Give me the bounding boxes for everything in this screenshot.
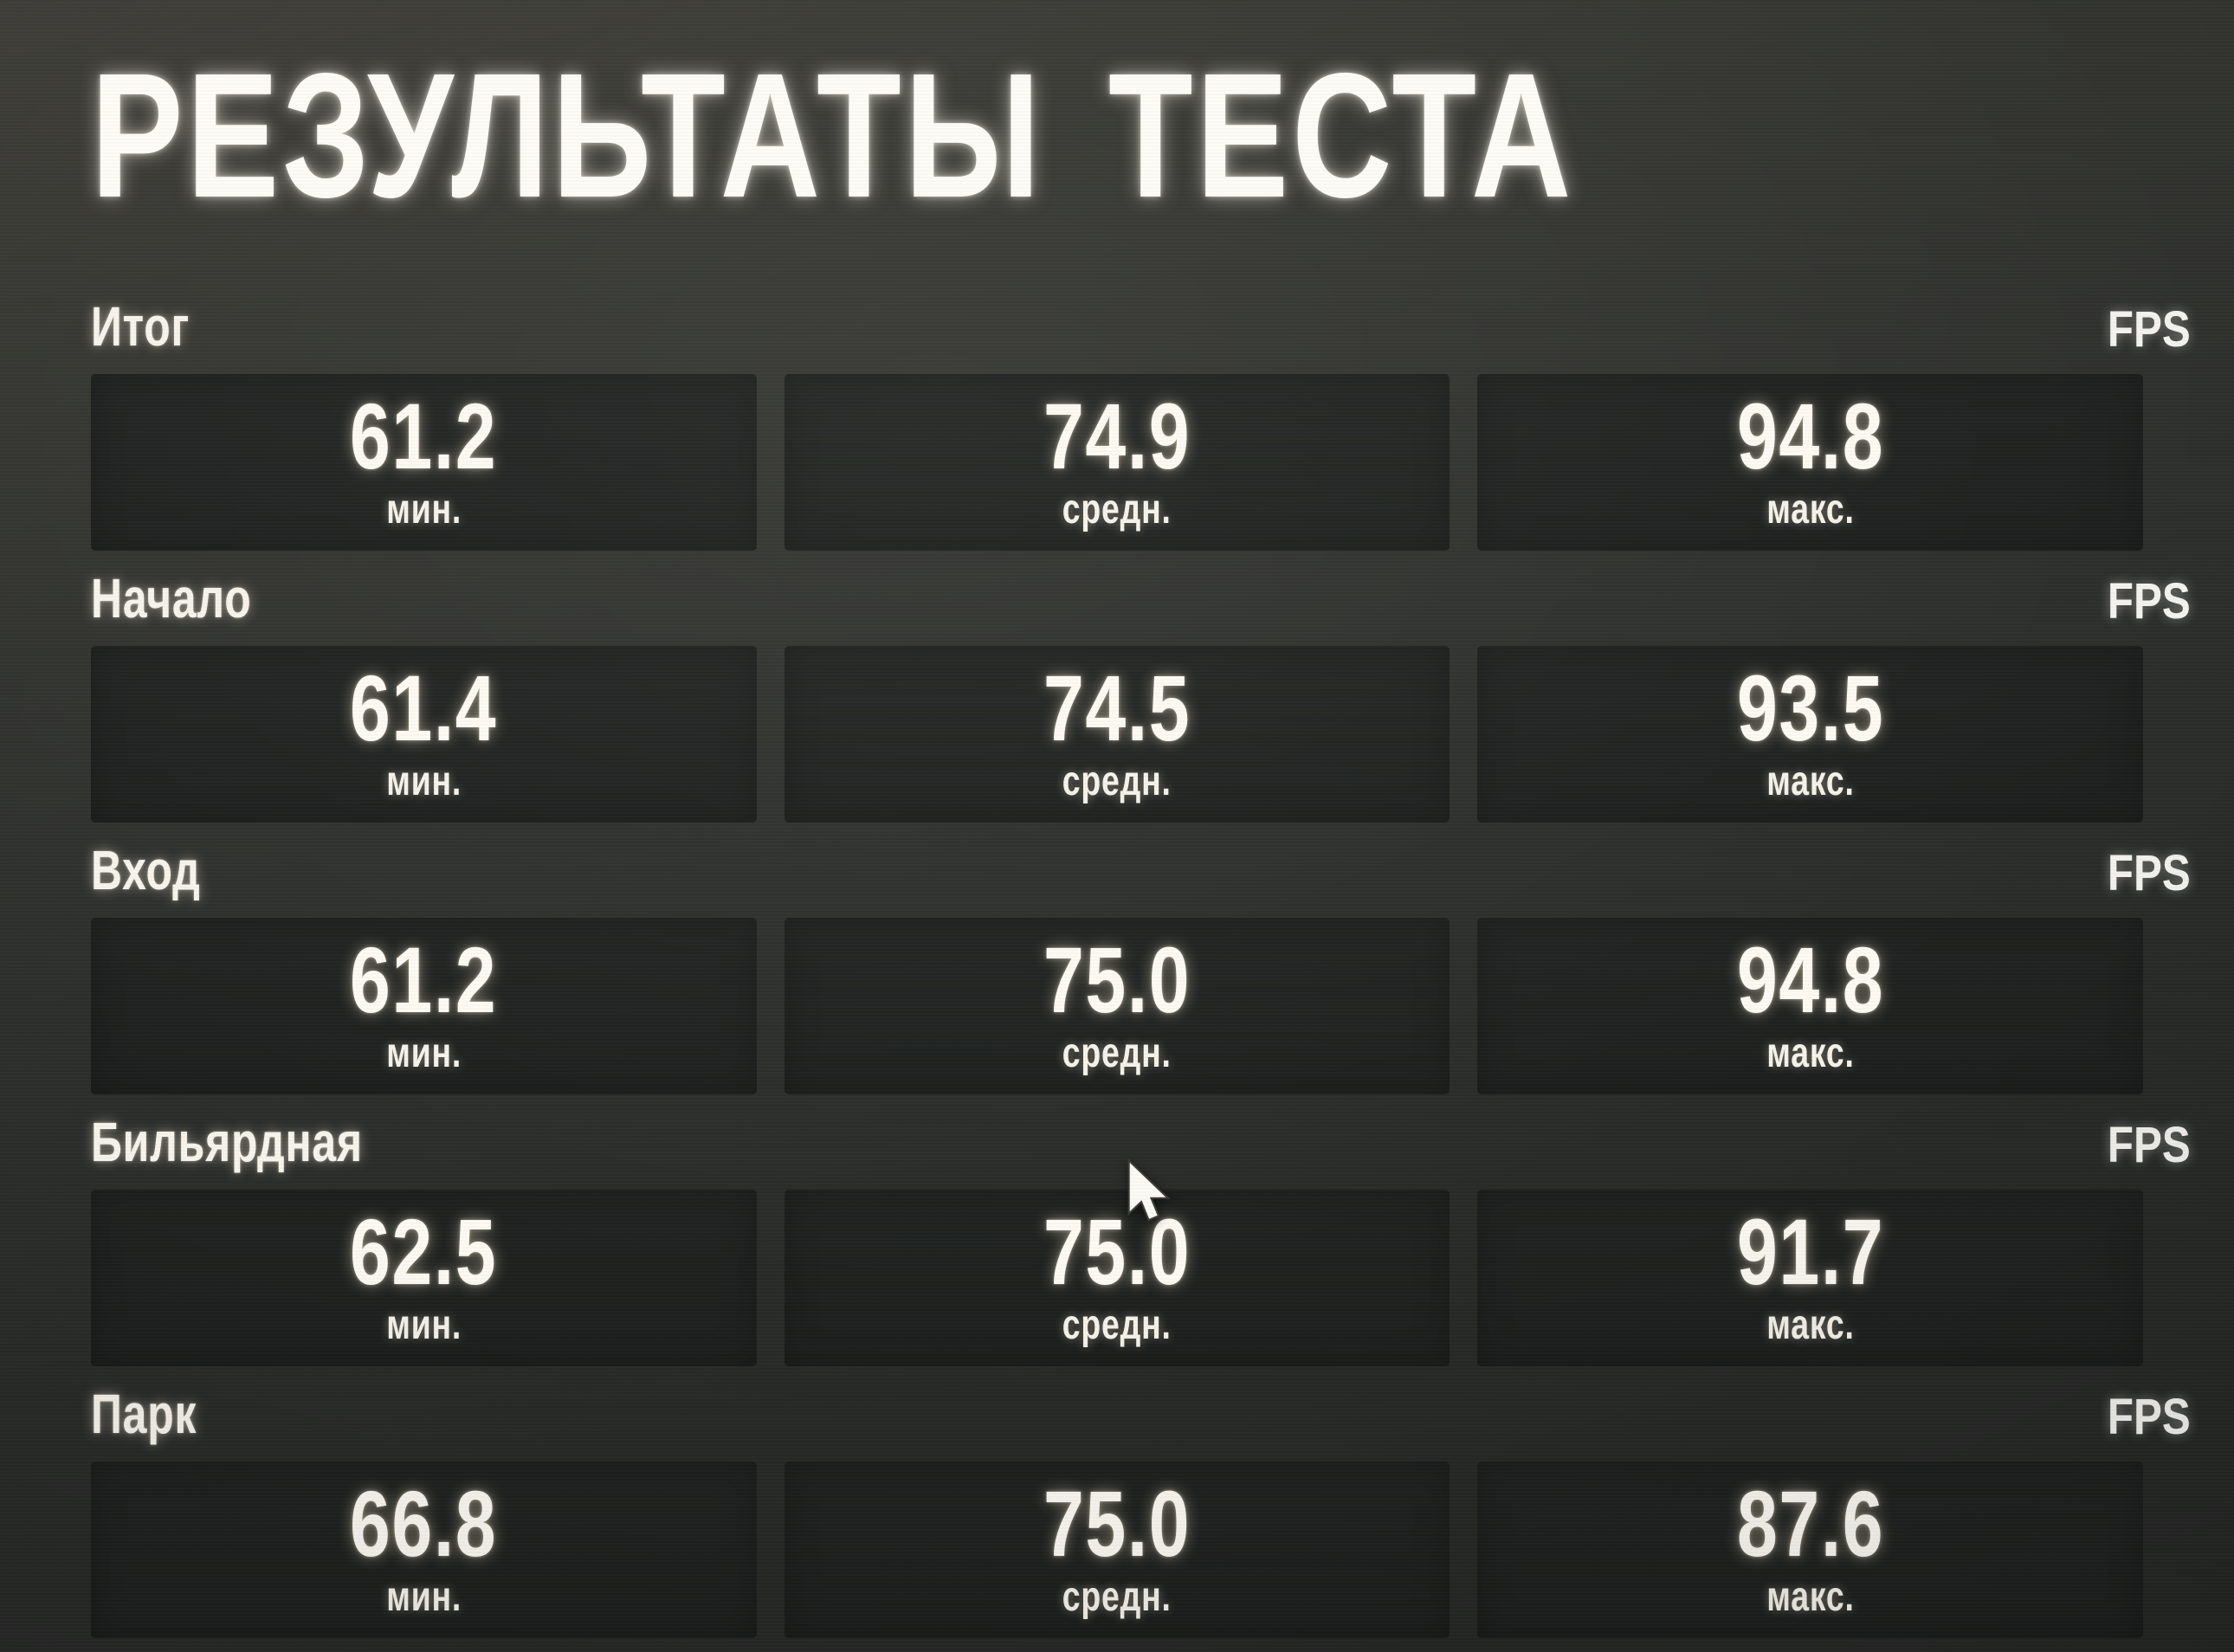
min-fps-cell: 61.4 мин. xyxy=(91,646,757,823)
max-fps-value: 87.6 xyxy=(1736,1470,1884,1576)
min-fps-value: 66.8 xyxy=(350,1470,498,1576)
section-label: Начало xyxy=(91,567,252,630)
min-fps-value: 61.2 xyxy=(350,383,498,488)
fps-unit-label: FPS xyxy=(2108,573,2191,630)
section-header: Бильярдная FPS xyxy=(91,1111,2191,1190)
stats-row: 66.8 мин. 75.0 средн. 87.6 макс. xyxy=(91,1462,2143,1639)
section-label: Итог xyxy=(91,295,190,358)
min-fps-cell: 61.2 мин. xyxy=(91,374,757,552)
avg-fps-value: 75.0 xyxy=(1043,1198,1191,1304)
min-fps-cell: 62.5 мин. xyxy=(91,1190,757,1367)
min-fps-unit: мин. xyxy=(385,758,462,805)
results-list: Итог FPS 61.2 мин. 74.9 средн. 94.8 макс… xyxy=(91,295,2191,1639)
fps-unit-label: FPS xyxy=(2108,845,2191,902)
section-header: Парк FPS xyxy=(91,1383,2191,1462)
section-header: Итог FPS xyxy=(91,295,2191,374)
avg-fps-cell: 74.5 средн. xyxy=(784,646,1450,823)
result-section-entrance: Вход FPS 61.2 мин. 75.0 средн. 94.8 макс… xyxy=(91,839,2191,1095)
min-fps-unit: мин. xyxy=(385,1030,462,1077)
min-fps-cell: 66.8 мин. xyxy=(91,1462,757,1639)
result-section-start: Начало FPS 61.4 мин. 74.5 средн. 93.5 ма… xyxy=(91,567,2191,823)
avg-fps-unit: средн. xyxy=(1062,1030,1172,1077)
min-fps-cell: 61.2 мин. xyxy=(91,918,757,1095)
max-fps-unit: макс. xyxy=(1766,1030,1855,1077)
stats-row: 62.5 мин. 75.0 средн. 91.7 макс. xyxy=(91,1190,2143,1367)
max-fps-value: 91.7 xyxy=(1736,1198,1884,1304)
max-fps-cell: 91.7 макс. xyxy=(1477,1190,2143,1367)
section-label: Парк xyxy=(91,1383,197,1446)
result-section-billiard-room: Бильярдная FPS 62.5 мин. 75.0 средн. 91.… xyxy=(91,1111,2191,1367)
fps-unit-label: FPS xyxy=(2108,1117,2191,1174)
min-fps-value: 62.5 xyxy=(350,1198,498,1304)
mouse-cursor-icon xyxy=(1127,1158,1171,1222)
max-fps-cell: 94.8 макс. xyxy=(1477,918,2143,1095)
avg-fps-value: 75.0 xyxy=(1043,926,1191,1032)
avg-fps-cell: 75.0 средн. xyxy=(784,1462,1450,1639)
min-fps-unit: мин. xyxy=(385,1302,462,1349)
avg-fps-cell: 75.0 средн. xyxy=(784,918,1450,1095)
result-section-park: Парк FPS 66.8 мин. 75.0 средн. 87.6 макс… xyxy=(91,1383,2191,1639)
section-label: Вход xyxy=(91,839,201,902)
max-fps-cell: 94.8 макс. xyxy=(1477,374,2143,552)
avg-fps-unit: средн. xyxy=(1062,1574,1172,1621)
max-fps-unit: макс. xyxy=(1766,758,1855,805)
avg-fps-unit: средн. xyxy=(1062,1302,1172,1349)
avg-fps-value: 74.5 xyxy=(1043,655,1191,760)
min-fps-value: 61.4 xyxy=(350,655,498,760)
avg-fps-value: 75.0 xyxy=(1043,1470,1191,1576)
max-fps-cell: 87.6 макс. xyxy=(1477,1462,2143,1639)
section-header: Вход FPS xyxy=(91,839,2191,918)
avg-fps-unit: средн. xyxy=(1062,487,1172,533)
max-fps-cell: 93.5 макс. xyxy=(1477,646,2143,823)
max-fps-unit: макс. xyxy=(1766,487,1855,533)
stats-row: 61.4 мин. 74.5 средн. 93.5 макс. xyxy=(91,646,2143,823)
max-fps-unit: макс. xyxy=(1766,1302,1855,1349)
avg-fps-unit: средн. xyxy=(1062,758,1172,805)
result-section-total: Итог FPS 61.2 мин. 74.9 средн. 94.8 макс… xyxy=(91,295,2191,552)
avg-fps-cell: 75.0 средн. xyxy=(784,1190,1450,1367)
page-title: РЕЗУЛЬТАТЫ ТЕСТА xyxy=(91,36,2191,235)
max-fps-value: 94.8 xyxy=(1736,383,1884,488)
min-fps-unit: мин. xyxy=(385,1574,462,1621)
min-fps-unit: мин. xyxy=(385,487,462,533)
stats-row: 61.2 мин. 75.0 средн. 94.8 макс. xyxy=(91,918,2143,1095)
max-fps-value: 93.5 xyxy=(1736,655,1884,760)
stats-row: 61.2 мин. 74.9 средн. 94.8 макс. xyxy=(91,374,2143,552)
min-fps-value: 61.2 xyxy=(350,926,498,1032)
fps-unit-label: FPS xyxy=(2108,1389,2191,1446)
section-label: Бильярдная xyxy=(91,1111,363,1174)
section-header: Начало FPS xyxy=(91,567,2191,646)
page-title-text: РЕЗУЛЬТАТЫ ТЕСТА xyxy=(91,36,1575,235)
avg-fps-cell: 74.9 средн. xyxy=(784,374,1450,552)
fps-unit-label: FPS xyxy=(2108,301,2191,358)
avg-fps-value: 74.9 xyxy=(1043,383,1191,488)
max-fps-unit: макс. xyxy=(1766,1574,1855,1621)
max-fps-value: 94.8 xyxy=(1736,926,1884,1032)
